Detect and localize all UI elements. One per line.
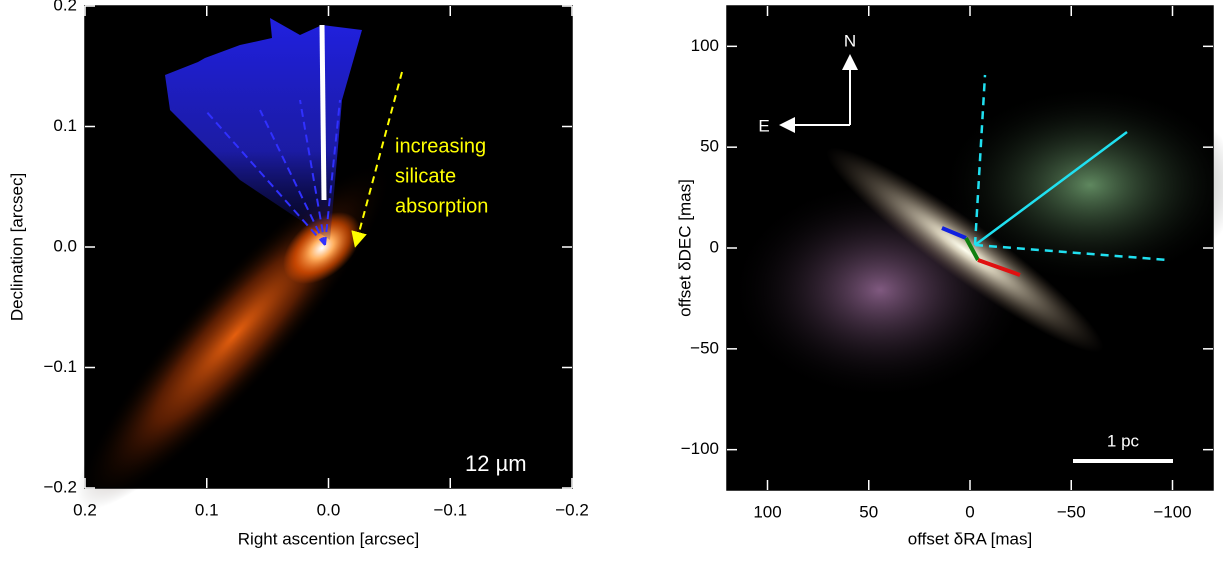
y-tick-label: −100 (681, 439, 719, 458)
y-tick-label: 100 (691, 36, 719, 55)
x-tick-label: 0.2 (73, 500, 97, 519)
y-axis-label: offset δDEC [mas] (675, 179, 694, 317)
y-tick-label: −50 (690, 338, 719, 357)
figure: increasing silicate absorption 12 µm N E… (0, 0, 1223, 558)
x-tick-label: −0.1 (433, 500, 467, 519)
annotation: E (758, 116, 769, 135)
y-tick-label: 50 (700, 137, 719, 156)
annotation: 1 pc (1107, 431, 1140, 450)
x-tick-label: −0.2 (555, 500, 589, 519)
x-tick-label: 50 (859, 502, 878, 521)
annotation: absorption (395, 195, 488, 217)
x-tick-label: 0.0 (317, 500, 341, 519)
y-tick-label: 0 (710, 237, 719, 256)
y-tick-label: −0.2 (43, 477, 77, 496)
y-tick-label: −0.1 (43, 357, 77, 376)
x-axis-label: Right ascention [arcsec] (238, 529, 419, 548)
x-tick-label: −50 (1057, 502, 1086, 521)
annotation: increasing (395, 135, 486, 157)
x-tick-label: 100 (753, 502, 781, 521)
y-tick-label: 0.0 (53, 236, 77, 255)
x-tick-label: 0 (965, 502, 974, 521)
right-image (727, 6, 1223, 490)
x-tick-label: 0.1 (195, 500, 219, 519)
y-tick-label: 0.2 (53, 0, 77, 14)
annotation: 12 µm (465, 451, 527, 476)
annotation: N (844, 31, 856, 50)
y-axis-label: Declination [arcsec] (7, 173, 26, 321)
annotation: silicate (395, 165, 456, 187)
x-tick-label: −100 (1153, 502, 1191, 521)
y-tick-label: 0.1 (53, 116, 77, 135)
x-axis-label: offset δRA [mas] (908, 529, 1032, 548)
